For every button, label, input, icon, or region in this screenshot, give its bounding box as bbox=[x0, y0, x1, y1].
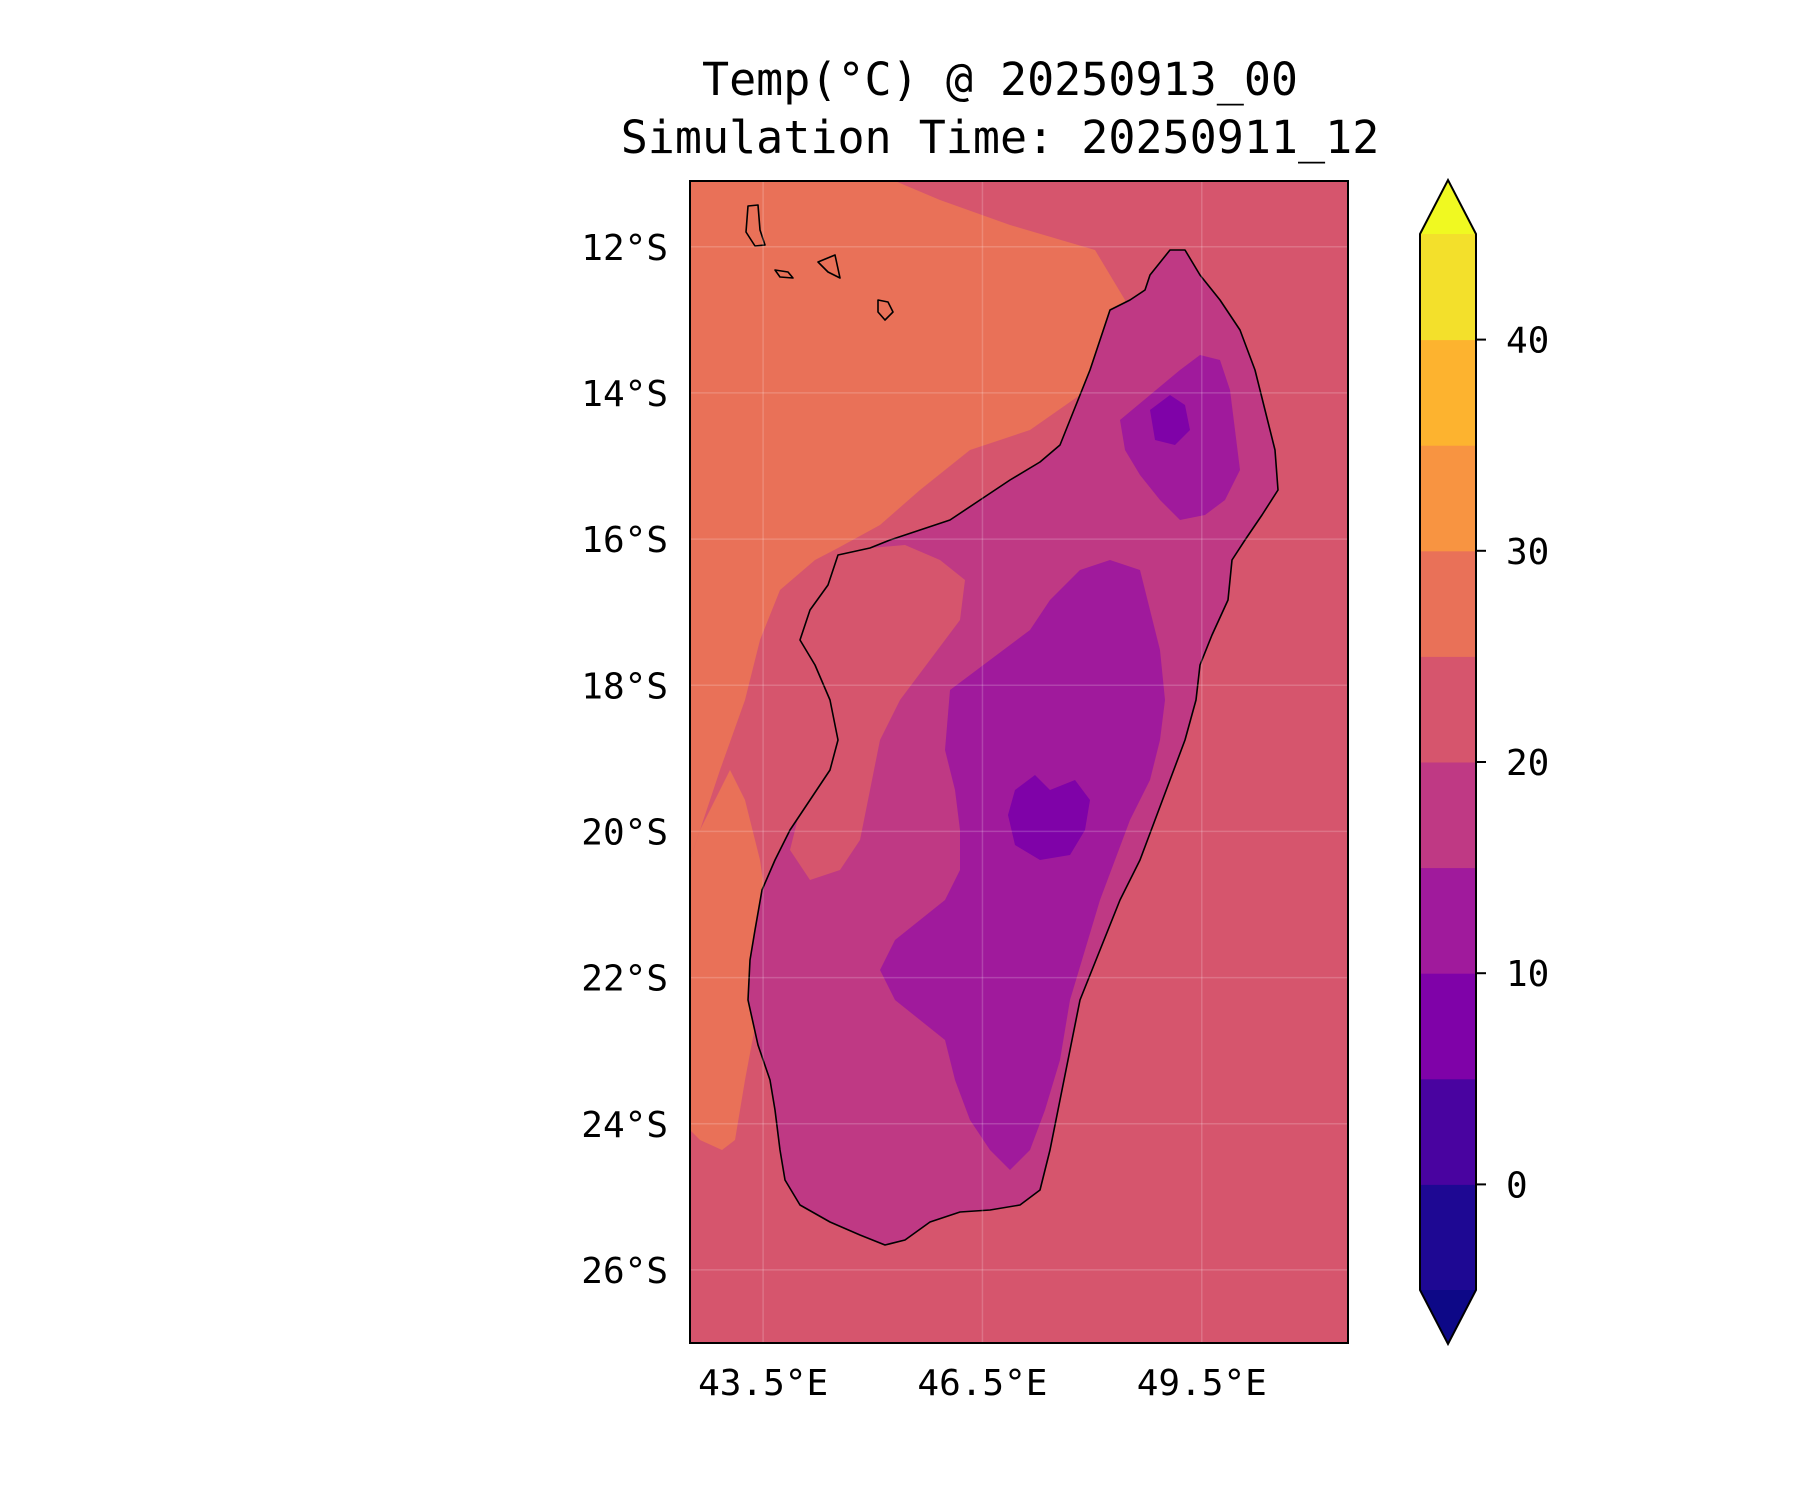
map-gridlines bbox=[690, 181, 1348, 1343]
colorbar-under-triangle bbox=[1420, 1290, 1476, 1344]
land-temp-25-30-west bbox=[790, 545, 965, 880]
colorbar-segment bbox=[1420, 656, 1476, 763]
colorbar-segment bbox=[1420, 762, 1476, 869]
colorbar-over-triangle bbox=[1420, 180, 1476, 234]
colorbar-segment bbox=[1420, 339, 1476, 446]
title-line-2: Simulation Time: 20250911_12 bbox=[621, 111, 1380, 164]
colorbar-segment bbox=[1420, 445, 1476, 552]
colorbar-segment bbox=[1420, 867, 1476, 974]
island-grande-comore bbox=[745, 204, 766, 247]
colorbar-segment bbox=[1420, 550, 1476, 657]
lon-tick-label: 46.5°E bbox=[917, 1363, 1047, 1404]
longitude-tick-labels: 43.5°E 46.5°E 49.5°E bbox=[698, 1363, 1267, 1404]
lat-tick-label: 16°S bbox=[581, 520, 668, 561]
land-temp-5-10-north bbox=[1150, 395, 1190, 445]
warm-ocean-region-south bbox=[690, 770, 770, 1150]
title-line-1: Temp(°C) @ 20250913_00 bbox=[702, 53, 1298, 106]
lon-tick-label: 49.5°E bbox=[1137, 1363, 1267, 1404]
lat-tick-label: 20°S bbox=[581, 812, 668, 853]
colorbar-tick-label: 30 bbox=[1506, 532, 1549, 573]
colorbar-segment bbox=[1420, 973, 1476, 1080]
lat-tick-label: 24°S bbox=[581, 1105, 668, 1146]
lon-tick-label: 43.5°E bbox=[698, 1363, 828, 1404]
colorbar-segment bbox=[1420, 234, 1476, 341]
map-frame bbox=[689, 180, 1349, 1344]
island-mayotte bbox=[877, 299, 894, 321]
colorbar bbox=[1419, 177, 1477, 1347]
land-temp-5-10-central bbox=[1008, 775, 1090, 860]
warm-ocean-region bbox=[690, 181, 1130, 860]
colorbar-tick-labels: 0 10 20 30 40 bbox=[1476, 321, 1549, 1206]
colorbar-tick-label: 0 bbox=[1506, 1165, 1528, 1206]
lat-tick-label: 26°S bbox=[581, 1251, 668, 1292]
colorbar-segment bbox=[1420, 1184, 1476, 1291]
colorbar-tick-label: 10 bbox=[1506, 954, 1549, 995]
map-panel bbox=[690, 181, 1348, 1343]
lat-tick-label: 22°S bbox=[581, 959, 668, 1000]
madagascar-landmass bbox=[747, 249, 1279, 1246]
madagascar-coastline bbox=[747, 249, 1279, 1246]
comoros-islands bbox=[745, 204, 894, 321]
land-temp-10-15 bbox=[880, 560, 1165, 1170]
lat-tick-label: 14°S bbox=[581, 374, 668, 415]
lat-tick-label: 12°S bbox=[581, 228, 668, 269]
island-moheli bbox=[774, 269, 794, 279]
colorbar-outline bbox=[1419, 177, 1477, 1347]
colorbar-tick-label: 20 bbox=[1506, 743, 1549, 784]
latitude-tick-labels: 12°S 14°S 16°S 18°S 20°S 22°S 24°S 26°S bbox=[581, 228, 668, 1292]
colorbar-segment bbox=[1420, 1078, 1476, 1185]
island-anjouan bbox=[817, 254, 841, 279]
lat-tick-label: 18°S bbox=[581, 666, 668, 707]
colorbar-tick-label: 40 bbox=[1506, 321, 1549, 362]
